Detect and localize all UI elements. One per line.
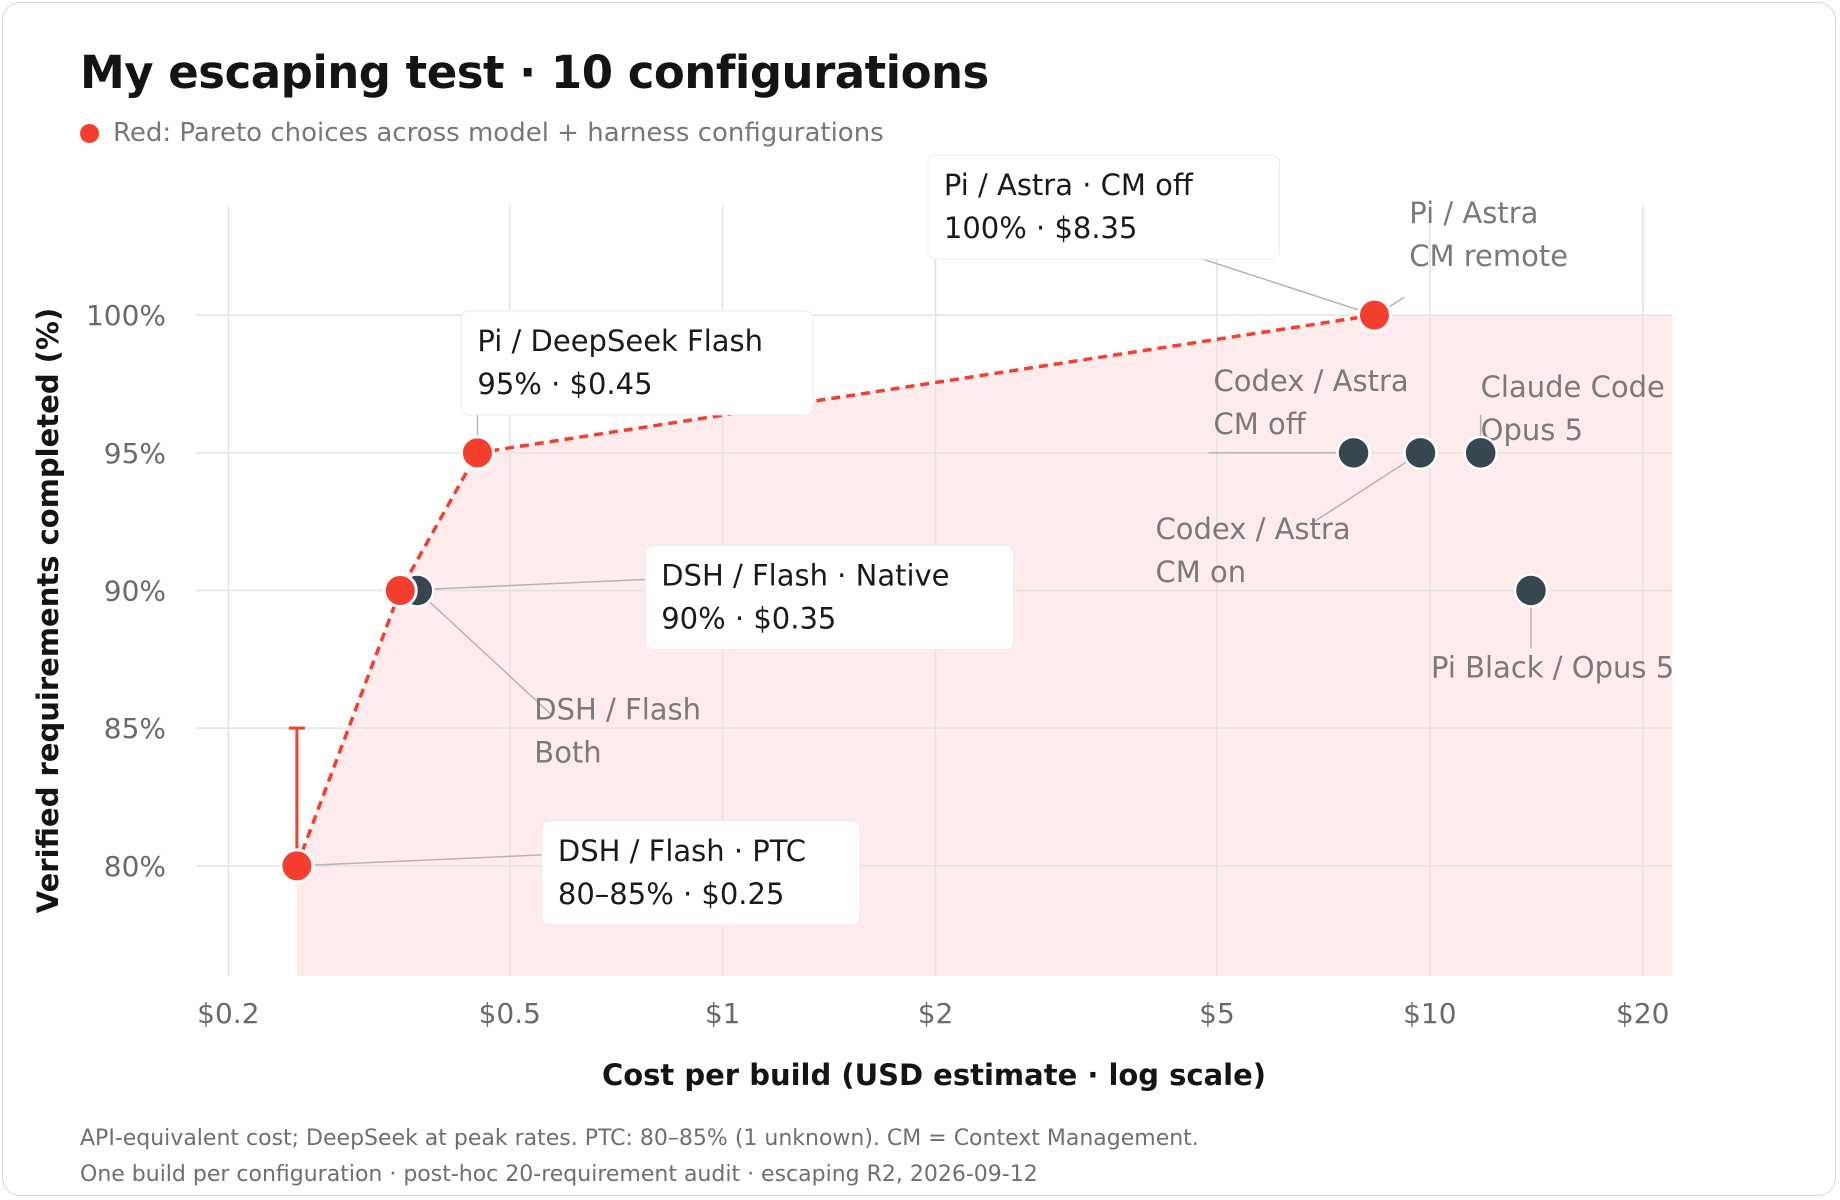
point-label-text: Both bbox=[534, 736, 601, 770]
point-label-text: Pi / Astra · CM off bbox=[944, 168, 1194, 202]
config-point bbox=[1403, 435, 1438, 471]
point-label-text: Claude Code bbox=[1481, 370, 1665, 404]
point-label-text: 95% · $0.45 bbox=[477, 367, 652, 401]
point-label-text: CM remote bbox=[1409, 239, 1568, 273]
x-tick-label: $2 bbox=[918, 997, 954, 1030]
y-tick-label: 80% bbox=[104, 850, 166, 883]
point-label-box bbox=[927, 154, 1280, 260]
point-label-text: DSH / Flash bbox=[534, 693, 701, 727]
point-label-text: Pi Black / Opus 5 bbox=[1431, 651, 1674, 685]
point-label-text: CM on bbox=[1155, 555, 1246, 589]
x-tick-label: $0.2 bbox=[197, 997, 259, 1030]
point-label-box bbox=[541, 820, 861, 926]
pareto-point bbox=[279, 848, 315, 884]
footnote-line-2: One build per configuration · post-hoc 2… bbox=[80, 1162, 1038, 1187]
point-label-text: 80–85% · $0.25 bbox=[558, 877, 785, 911]
point-label-text: Pi / DeepSeek Flash bbox=[477, 324, 763, 358]
point-label-text: 90% · $0.35 bbox=[661, 602, 836, 636]
pareto-point bbox=[459, 435, 495, 471]
y-tick-label: 95% bbox=[104, 437, 166, 470]
leader-line bbox=[400, 578, 646, 592]
x-axis-title: Cost per build (USD estimate · log scale… bbox=[602, 1058, 1266, 1092]
y-tick-label: 90% bbox=[104, 575, 166, 608]
legend: Red: Pareto choices across model + harne… bbox=[80, 118, 884, 148]
point-label-text: DSH / Flash · PTC bbox=[558, 834, 806, 868]
leader-line bbox=[1315, 452, 1421, 522]
footnote-line-1: API-equivalent cost; DeepSeek at peak ra… bbox=[80, 1126, 1199, 1151]
y-tick-label: 100% bbox=[86, 299, 166, 332]
chart-title: My escaping test · 10 configurations bbox=[80, 46, 989, 99]
point-label-text: Codex / Astra bbox=[1155, 512, 1350, 546]
point-label-text: Codex / Astra bbox=[1214, 364, 1409, 398]
y-tick-label: 85% bbox=[104, 712, 166, 745]
point-label-text: Opus 5 bbox=[1481, 413, 1583, 447]
config-point bbox=[1463, 435, 1498, 471]
pareto-frontier-line bbox=[295, 313, 1375, 867]
leader-line bbox=[416, 589, 553, 717]
pareto-point bbox=[382, 573, 418, 608]
point-label-text: DSH / Flash · Native bbox=[661, 559, 949, 593]
legend-pareto-marker bbox=[80, 123, 99, 143]
config-point bbox=[1336, 435, 1371, 471]
x-tick-label: $10 bbox=[1403, 997, 1456, 1030]
x-tick-label: $0.5 bbox=[479, 997, 541, 1030]
y-axis-title: Verified requirements completed (%) bbox=[31, 308, 65, 913]
x-tick-label: $5 bbox=[1199, 997, 1235, 1030]
x-tick-label: $1 bbox=[705, 997, 741, 1030]
config-point bbox=[1513, 573, 1549, 608]
legend-pareto-label: Red: Pareto choices across model + harne… bbox=[113, 118, 884, 148]
leader-line bbox=[1184, 252, 1375, 316]
point-label-box bbox=[644, 545, 1015, 650]
point-label-text: CM off bbox=[1214, 407, 1307, 441]
point-label-box bbox=[460, 310, 814, 416]
x-tick-label: $20 bbox=[1616, 997, 1669, 1030]
point-label-text: Pi / Astra bbox=[1409, 196, 1538, 230]
point-label-text: 100% · $8.35 bbox=[944, 211, 1138, 245]
leader-line bbox=[296, 854, 542, 867]
pareto-point bbox=[1356, 297, 1392, 333]
